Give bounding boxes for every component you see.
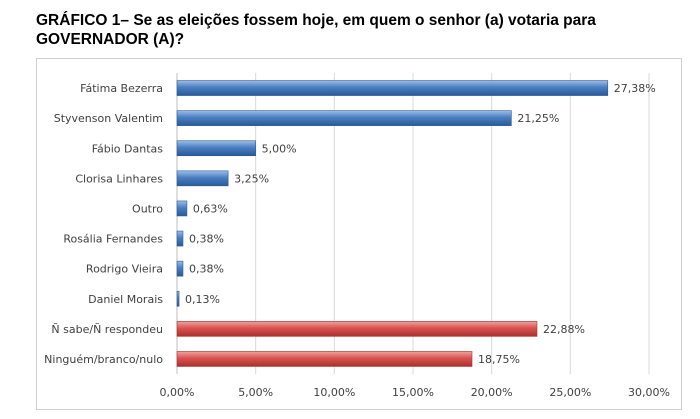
x-tick-label: 10,00% [313,386,355,399]
data-label: 0,38% [189,263,224,276]
chart-title: GRÁFICO 1– Se as eleições fossem hoje, e… [36,12,596,48]
bar [176,140,256,157]
data-label: 5,00% [262,142,297,155]
x-tick-label: 30,00% [628,386,670,399]
bar [176,80,609,96]
data-label: 22,88% [543,323,585,336]
bar [176,290,180,307]
x-tick-label: 15,00% [392,386,434,399]
category-label: Rodrigo Vieira [86,263,163,276]
x-tick-label: 25,00% [549,386,591,399]
bar [176,200,188,217]
data-label: 27,38% [614,82,656,95]
data-label: 18,75% [478,353,520,366]
bar [176,321,538,337]
category-label: Ninguém/branco/nulo [44,353,163,366]
category-label: Fátima Bezerra [80,82,163,95]
category-label: Fábio Dantas [92,142,164,155]
data-label: 0,38% [189,233,224,246]
bar [176,260,184,277]
x-tick-label: 5,00% [238,386,273,399]
category-label: Ñ sabe/Ñ respondeu [51,323,163,336]
bar [176,170,229,187]
data-label: 21,25% [517,112,559,125]
x-tick-label: 0,00% [160,386,195,399]
data-label: 0,13% [185,293,220,306]
category-label: Styvenson Valentim [54,112,163,125]
bar [176,230,184,247]
bar [176,351,473,367]
category-label: Clorisa Linhares [75,172,163,185]
data-label: 0,63% [193,202,228,215]
bar [176,110,512,126]
category-label: Daniel Morais [88,293,163,306]
category-label: Outro [132,202,163,215]
category-label: Rosália Fernandes [63,233,163,246]
x-tick-label: 20,00% [471,386,513,399]
data-label: 3,25% [234,172,269,185]
